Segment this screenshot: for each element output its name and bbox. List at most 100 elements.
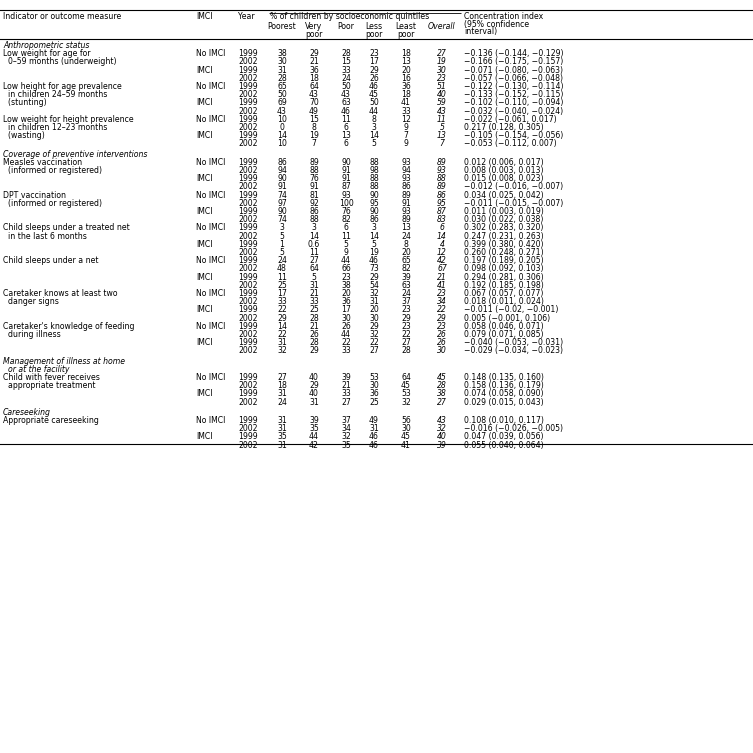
Text: Indicator or outcome measure: Indicator or outcome measure: [3, 12, 121, 21]
Text: 41: 41: [437, 281, 447, 290]
Text: 0.192 (0.185, 0.198): 0.192 (0.185, 0.198): [464, 281, 544, 290]
Text: 25: 25: [309, 306, 319, 315]
Text: 0.302 (0.283, 0.320): 0.302 (0.283, 0.320): [464, 224, 544, 233]
Text: Child with fever receives: Child with fever receives: [3, 373, 100, 382]
Text: 24: 24: [341, 74, 351, 83]
Text: 28: 28: [277, 74, 287, 83]
Text: 88: 88: [437, 174, 447, 183]
Text: in children 24–59 months: in children 24–59 months: [3, 90, 108, 99]
Text: 3: 3: [371, 123, 376, 132]
Text: 74: 74: [277, 215, 287, 224]
Text: Least: Least: [395, 22, 416, 31]
Text: 31: 31: [277, 416, 287, 425]
Text: 46: 46: [369, 441, 379, 450]
Text: 21: 21: [309, 322, 319, 331]
Text: 0.098 (0.092, 0.103): 0.098 (0.092, 0.103): [464, 264, 544, 273]
Text: 36: 36: [401, 82, 411, 91]
Text: 6: 6: [343, 123, 349, 132]
Text: 64: 64: [309, 82, 319, 91]
Text: 13: 13: [401, 224, 411, 233]
Text: 66: 66: [341, 264, 351, 273]
Text: IMCI: IMCI: [196, 12, 212, 21]
Text: 39: 39: [309, 416, 319, 425]
Text: −0.016 (−0.026, −0.005): −0.016 (−0.026, −0.005): [464, 424, 563, 433]
Text: 38: 38: [277, 49, 287, 58]
Text: 8: 8: [371, 114, 376, 123]
Text: 21: 21: [437, 273, 447, 282]
Text: Child sleeps under a net: Child sleeps under a net: [3, 256, 99, 265]
Text: 40: 40: [437, 432, 447, 441]
Text: No IMCI: No IMCI: [196, 191, 225, 200]
Text: −0.011 (−0.02, −0.001): −0.011 (−0.02, −0.001): [464, 306, 559, 315]
Text: 2002: 2002: [238, 330, 258, 339]
Text: 0.055 (0.040, 0.064): 0.055 (0.040, 0.064): [464, 441, 544, 450]
Text: Appropriate careseeking: Appropriate careseeking: [3, 416, 99, 425]
Text: 1999: 1999: [238, 416, 258, 425]
Text: 94: 94: [277, 166, 287, 175]
Text: 2002: 2002: [238, 297, 258, 306]
Text: −0.102 (−0.110, −0.094): −0.102 (−0.110, −0.094): [464, 99, 563, 108]
Text: 3: 3: [279, 224, 285, 233]
Text: 28: 28: [309, 338, 319, 347]
Text: 1999: 1999: [238, 174, 258, 183]
Text: 76: 76: [309, 174, 319, 183]
Text: 45: 45: [401, 432, 411, 441]
Text: or at the facility: or at the facility: [3, 364, 69, 373]
Text: 5: 5: [312, 273, 316, 282]
Text: 86: 86: [277, 158, 287, 167]
Text: 32: 32: [437, 424, 447, 433]
Text: Low weight for height prevalence: Low weight for height prevalence: [3, 114, 133, 123]
Text: 89: 89: [437, 158, 447, 167]
Text: 50: 50: [369, 99, 379, 108]
Text: 38: 38: [437, 389, 447, 398]
Text: 5: 5: [279, 232, 285, 241]
Text: 97: 97: [277, 199, 287, 208]
Text: 23: 23: [369, 49, 379, 58]
Text: 9: 9: [343, 248, 349, 257]
Text: 1999: 1999: [238, 207, 258, 216]
Text: 33: 33: [341, 346, 351, 355]
Text: 0: 0: [279, 123, 285, 132]
Text: 0.015 (0.008, 0.023): 0.015 (0.008, 0.023): [464, 174, 544, 183]
Text: 91: 91: [309, 182, 319, 191]
Text: 33: 33: [341, 389, 351, 398]
Text: 9: 9: [404, 139, 408, 148]
Text: −0.053 (−0.112, 0.007): −0.053 (−0.112, 0.007): [464, 139, 556, 148]
Text: 7: 7: [404, 131, 408, 140]
Text: poor: poor: [305, 29, 323, 38]
Text: 24: 24: [401, 289, 411, 298]
Text: 81: 81: [309, 191, 319, 200]
Text: 23: 23: [437, 322, 447, 331]
Text: 43: 43: [437, 416, 447, 425]
Text: 98: 98: [369, 166, 379, 175]
Text: 10: 10: [277, 139, 287, 148]
Text: 39: 39: [437, 441, 447, 450]
Text: 44: 44: [341, 256, 351, 265]
Text: 27: 27: [341, 398, 351, 407]
Text: 20: 20: [401, 66, 411, 75]
Text: 2002: 2002: [238, 441, 258, 450]
Text: 0.148 (0.135, 0.160): 0.148 (0.135, 0.160): [464, 373, 544, 382]
Text: −0.166 (−0.175, −0.157): −0.166 (−0.175, −0.157): [464, 57, 563, 66]
Text: 0.158 (0.136, 0.179): 0.158 (0.136, 0.179): [464, 381, 544, 390]
Text: 1999: 1999: [238, 289, 258, 298]
Text: 63: 63: [341, 99, 351, 108]
Text: 5: 5: [440, 123, 444, 132]
Text: 22: 22: [437, 306, 447, 315]
Text: 7: 7: [312, 139, 316, 148]
Text: Child sleeps under a treated net: Child sleeps under a treated net: [3, 224, 130, 233]
Text: Overall: Overall: [428, 22, 456, 31]
Text: 45: 45: [369, 90, 379, 99]
Text: −0.012 (−0.016, −0.007): −0.012 (−0.016, −0.007): [464, 182, 563, 191]
Text: 2002: 2002: [238, 346, 258, 355]
Text: 28: 28: [401, 346, 411, 355]
Text: 42: 42: [309, 441, 319, 450]
Text: 1999: 1999: [238, 306, 258, 315]
Text: 0.012 (0.006, 0.017): 0.012 (0.006, 0.017): [464, 158, 544, 167]
Text: 0.399 (0.380, 0.420): 0.399 (0.380, 0.420): [464, 239, 544, 248]
Text: 50: 50: [277, 90, 287, 99]
Text: 40: 40: [437, 90, 447, 99]
Text: 25: 25: [369, 398, 379, 407]
Text: IMCI: IMCI: [196, 432, 212, 441]
Text: −0.040 (−0.053, −0.031): −0.040 (−0.053, −0.031): [464, 338, 563, 347]
